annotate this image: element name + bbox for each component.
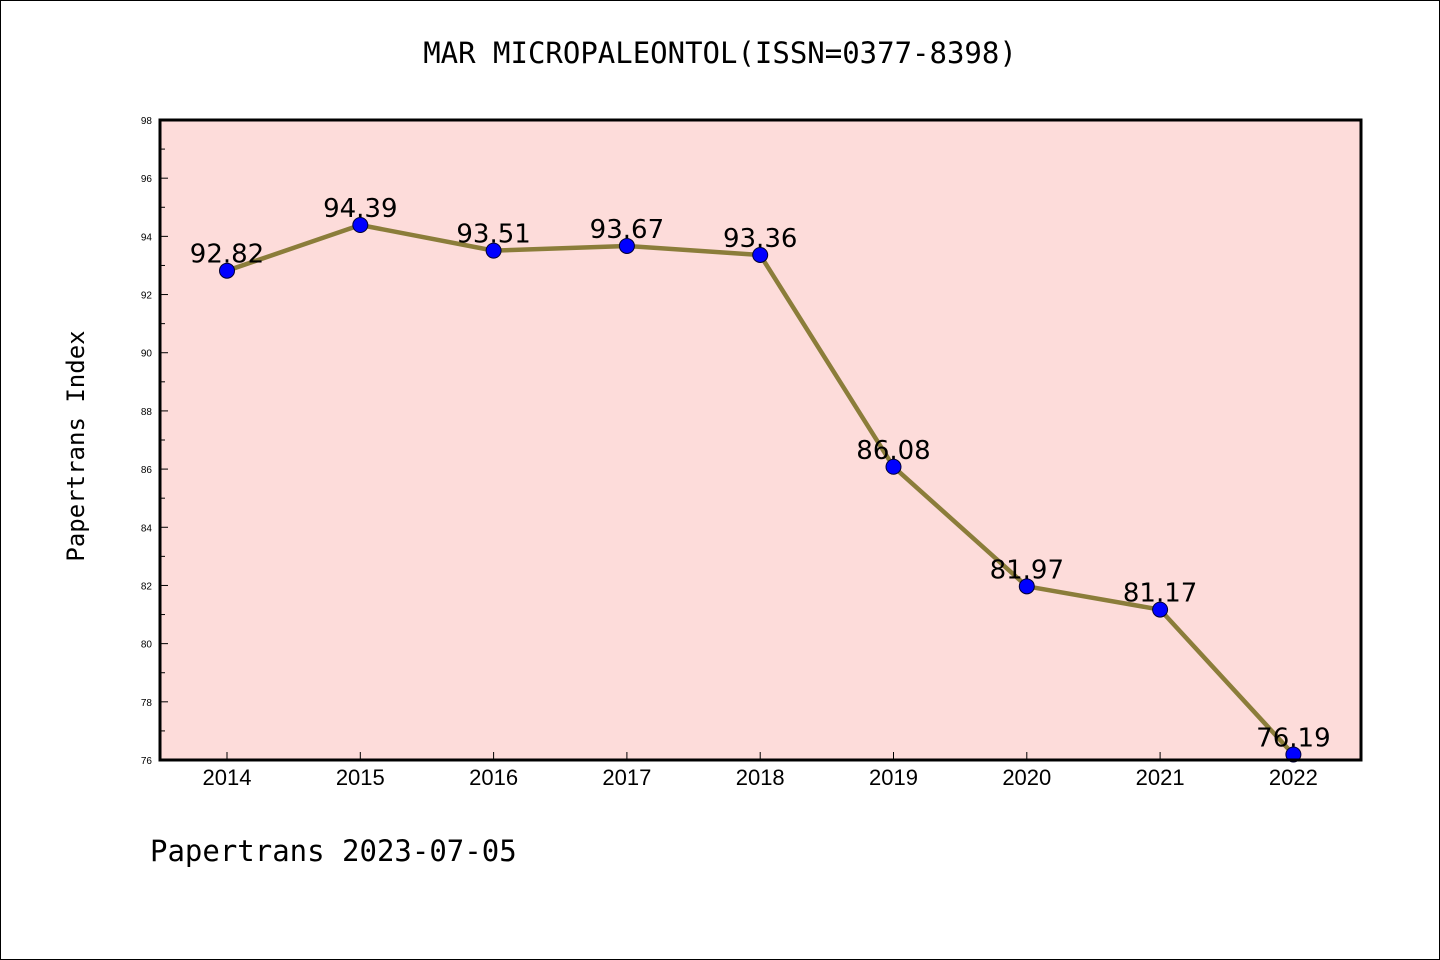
x-tick-label: 2014: [203, 765, 252, 790]
data-point: [885, 458, 902, 475]
data-point: [618, 237, 635, 254]
data-point: [1152, 601, 1169, 618]
data-label: 86.08: [856, 436, 930, 466]
data-label: 93.51: [456, 220, 530, 250]
x-tick-label: 2015: [336, 765, 385, 790]
data-label: 81.97: [990, 555, 1064, 585]
plot-border: [158, 118, 1363, 762]
y-tick-label: 98: [141, 116, 153, 127]
chart-title: MAR MICROPALEONTOL(ISSN=0377-8398): [423, 36, 1017, 70]
y-tick-label: 88: [141, 407, 153, 418]
y-tick-label: 78: [141, 698, 153, 709]
data-point: [485, 242, 502, 259]
y-tick-label: 86: [141, 465, 153, 476]
x-tick-label: 2016: [469, 765, 518, 790]
data-label: 93.36: [723, 224, 797, 254]
footer-text: Papertrans 2023-07-05: [150, 834, 517, 868]
y-tick-label: 76: [141, 756, 153, 767]
x-tick-label: 2018: [736, 765, 785, 790]
y-tick-label: 84: [141, 523, 153, 534]
data-label: 76.19: [1256, 723, 1330, 753]
x-tick-label: 2021: [1136, 765, 1185, 790]
y-tick-label: 82: [141, 581, 153, 592]
y-tick-label: 80: [141, 640, 153, 651]
data-label: 94.39: [323, 194, 397, 224]
y-tick-label: 92: [141, 291, 153, 302]
data-label: 81.17: [1123, 579, 1197, 609]
x-tick-label: 2017: [602, 765, 651, 790]
data-point: [1285, 746, 1302, 763]
data-point: [1018, 578, 1035, 595]
data-point: [752, 246, 769, 263]
y-tick-label: 96: [141, 174, 153, 185]
x-tick-label: 2019: [869, 765, 918, 790]
y-tick-label: 90: [141, 349, 153, 360]
x-tick-label: 2022: [1269, 765, 1318, 790]
data-label: 92.82: [190, 240, 264, 270]
x-tick-label: 2020: [1002, 765, 1051, 790]
data-label: 93.67: [590, 215, 664, 245]
data-point: [219, 262, 235, 279]
data-point: [352, 217, 369, 234]
y-tick-label: 94: [141, 232, 153, 243]
